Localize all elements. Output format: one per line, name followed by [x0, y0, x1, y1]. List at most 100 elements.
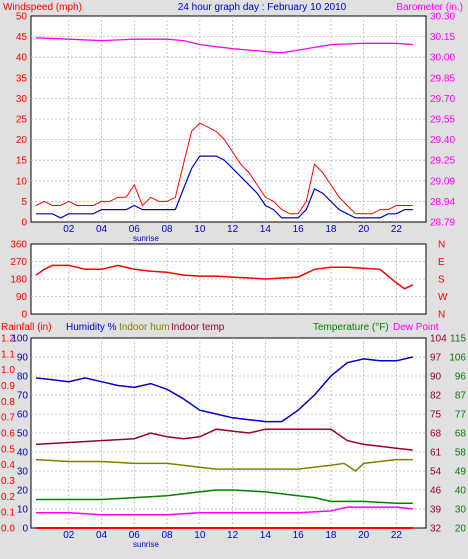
x-tick-label: 04: [96, 224, 108, 235]
humidity-series-line: [35, 356, 413, 423]
x-tick-label: 16: [293, 224, 305, 235]
rainfall-tick-label: 0.0: [1, 524, 15, 535]
barometer-tick-label: 29.09: [430, 176, 455, 187]
wind-x-axis-ticks: 02 04 06 08 10 12 14 16 18 20 22: [63, 224, 402, 235]
barometer-series-line: [35, 37, 413, 54]
humidity-tick-label: 60: [17, 410, 29, 421]
rainfall-axis-label: Rainfall (in): [1, 322, 52, 333]
x-tick-label: 02: [63, 530, 75, 541]
windspeed-tick-label: 35: [16, 73, 28, 84]
temperature-axis-label: Temperature (°F): [313, 322, 389, 333]
wind-series-line: [36, 155, 413, 219]
x-tick-label: 10: [194, 530, 206, 541]
barometer-tick-label: 29.55: [430, 115, 455, 126]
direction-axis-ticks: 0 90 180 270 360: [10, 240, 27, 321]
windspeed-tick-label: 25: [16, 115, 28, 126]
direction-tick-label: 180: [10, 275, 27, 286]
temperature-tick-label: 32: [430, 524, 442, 535]
barometer-tick-label: 30.15: [430, 32, 455, 43]
temp-x-axis-ticks: 02 04 06 08 10 12 14 16 18 20 22: [63, 530, 402, 541]
rainfall-axis-ticks: 0.0 0.1 0.2 0.3 0.4 0.5 0.6 0.7 0.8 0.9 1.0 1.1 1.2: [1, 334, 15, 535]
temperature-tick-label: 90: [430, 372, 442, 383]
humidity-tick-label: 90: [17, 353, 29, 364]
temperature-tick-label: 68: [430, 429, 442, 440]
temperature-tick-label: 82: [430, 391, 442, 402]
humidity-tick-label: 10: [17, 505, 29, 516]
temperature-tick-label: 58: [455, 448, 467, 459]
x-tick-label: 12: [227, 530, 239, 541]
x-tick-label: 10: [194, 224, 206, 235]
compass-label: N: [438, 240, 445, 251]
chart-title: 24 hour graph day : February 10 2010: [178, 2, 347, 13]
direction-tick-label: 0: [21, 310, 27, 321]
indoor-hum-series-line: [35, 458, 413, 472]
barometer-axis-ticks: 28.79 28.94 29.09 29.25 29.40 29.55 29.70 29.85…: [430, 12, 455, 229]
x-tick-label: 08: [162, 224, 174, 235]
sunrise-marker-top: sunrise: [133, 234, 159, 243]
humidity-tick-label: 70: [17, 391, 29, 402]
windspeed-axis-ticks: 0 5 10 15 20 25 30 35 40 45 50: [16, 12, 28, 229]
rainfall-tick-label: 0.5: [1, 444, 15, 455]
humidity-tick-label: 20: [17, 486, 29, 497]
x-tick-label: 12: [227, 224, 239, 235]
barometer-tick-label: 29.70: [430, 94, 455, 105]
humidity-tick-label: 0: [22, 524, 28, 535]
x-tick-label: 04: [96, 530, 108, 541]
x-tick-label: 20: [358, 224, 370, 235]
x-tick-label: 20: [358, 530, 370, 541]
rainfall-tick-label: 0.8: [1, 397, 15, 408]
temperature-tick-label: 75: [430, 410, 442, 421]
compass-label: W: [438, 292, 448, 303]
direction-tick-label: 270: [10, 257, 27, 268]
x-tick-label: 18: [325, 530, 337, 541]
barometer-axis-label: Barometer (in.): [396, 2, 463, 13]
x-tick-label: 06: [129, 224, 141, 235]
x-tick-label: 22: [391, 224, 403, 235]
windspeed-tick-label: 10: [16, 176, 28, 187]
dew-point-label: Dew Point: [393, 322, 439, 333]
humidity-axis-label: Humidity %: [66, 322, 117, 333]
windspeed-tick-label: 30: [16, 94, 28, 105]
rainfall-tick-label: 1.1: [1, 349, 15, 360]
barometer-tick-label: 30.00: [430, 53, 455, 64]
temperature-tick-label: 40: [455, 486, 467, 497]
temperature-tick-label: 87: [455, 391, 467, 402]
compass-label: N: [438, 310, 445, 321]
temperature-tick-label: 54: [430, 467, 442, 478]
barometer-tick-label: 28.94: [430, 197, 455, 208]
windspeed-tick-label: 15: [16, 156, 28, 167]
x-tick-label: 06: [129, 530, 141, 541]
rainfall-tick-label: 0.3: [1, 476, 15, 487]
temperature-tick-label: 61: [430, 448, 442, 459]
x-tick-label: 22: [391, 530, 403, 541]
barometer-tick-label: 30.30: [430, 12, 455, 23]
humidity-tick-label: 30: [17, 467, 29, 478]
temperature-tick-label: 39: [430, 505, 442, 516]
compass-label: E: [438, 257, 445, 268]
temperature-tick-label: 20: [455, 524, 467, 535]
rainfall-tick-label: 0.4: [1, 460, 15, 471]
x-tick-label: 16: [293, 530, 305, 541]
windspeed-tick-label: 40: [16, 53, 28, 64]
barometer-tick-label: 29.40: [430, 135, 455, 146]
temperature-tick-label: 68: [455, 429, 467, 440]
temperature-tick-label: 30: [455, 505, 467, 516]
dew-point-series-line: [36, 506, 413, 516]
x-tick-label: 14: [260, 224, 272, 235]
x-tick-label: 18: [325, 224, 337, 235]
temperature-axis-ticks-a: 20 30 40 49 58 68 77 87 96 106 115: [449, 334, 466, 535]
temperature-series-line: [36, 489, 413, 505]
rainfall-tick-label: 0.7: [1, 413, 15, 424]
temperature-tick-label: 106: [449, 353, 466, 364]
windspeed-axis-label: Windspeed (mph): [3, 2, 82, 13]
barometer-tick-label: 29.25: [430, 156, 455, 167]
direction-tick-label: 360: [10, 240, 27, 251]
temperature-tick-label: 97: [430, 353, 442, 364]
windspeed-tick-label: 0: [21, 218, 27, 229]
barometer-tick-label: 28.79: [430, 218, 455, 229]
temperature-tick-label: 115: [450, 334, 466, 345]
windspeed-tick-label: 45: [16, 32, 28, 43]
rainfall-tick-label: 1.2: [1, 334, 15, 345]
